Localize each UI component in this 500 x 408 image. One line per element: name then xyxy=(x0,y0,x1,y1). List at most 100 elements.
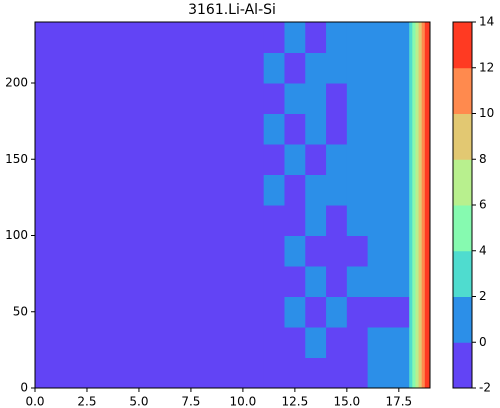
contour-cell xyxy=(415,52,420,84)
contour-cell xyxy=(284,83,306,114)
y-tick-label: 200 xyxy=(5,76,28,90)
contour-cell xyxy=(305,205,327,236)
contour-cell xyxy=(418,144,423,175)
contour-cell xyxy=(35,205,265,236)
contour-cell xyxy=(424,174,429,206)
contour-cell xyxy=(305,22,327,53)
contour-cell xyxy=(427,52,431,84)
contour-cell xyxy=(415,357,420,389)
contour-cell xyxy=(409,266,413,297)
contour-cell xyxy=(35,327,265,358)
contour-cell xyxy=(284,174,306,206)
contour-cell xyxy=(284,205,306,236)
contour-cell xyxy=(346,296,369,328)
contour-cell xyxy=(367,357,410,389)
contour-cell xyxy=(427,144,431,175)
contour-cell xyxy=(346,52,369,84)
contour-cell xyxy=(424,296,429,328)
y-tick-label: 100 xyxy=(5,228,28,242)
contour-cell xyxy=(427,174,431,206)
colorbar-band xyxy=(453,296,472,343)
contour-cell xyxy=(284,266,306,297)
x-tick-label: 12.5 xyxy=(282,395,309,408)
contour-cell xyxy=(263,113,285,145)
contour-cell xyxy=(412,205,416,236)
x-tick-label: 7.5 xyxy=(181,395,200,408)
contour-cell xyxy=(427,235,431,267)
contour-cell xyxy=(427,113,431,145)
contour-cell xyxy=(424,22,429,53)
contour-cell xyxy=(418,296,423,328)
contour-cell xyxy=(326,144,348,175)
plot-frame xyxy=(34,21,431,389)
contour-cell xyxy=(418,113,423,145)
contour-cell xyxy=(412,357,416,389)
contour-cell xyxy=(284,22,306,53)
contour-cell xyxy=(415,327,420,358)
contour-cell xyxy=(427,266,431,297)
contour-cell xyxy=(418,22,423,53)
contour-cell xyxy=(409,327,413,358)
contour-cell xyxy=(412,266,416,297)
contour-cell xyxy=(346,327,369,358)
contour-cell xyxy=(412,52,416,84)
contour-cell xyxy=(409,83,413,114)
contour-cell xyxy=(424,266,429,297)
contour-cell xyxy=(427,296,431,328)
contour-cell xyxy=(409,296,413,328)
contour-cell xyxy=(427,357,431,389)
contour-cell xyxy=(415,235,420,267)
contour-cell xyxy=(421,327,426,358)
contour-cell xyxy=(415,266,420,297)
contour-cell xyxy=(421,235,426,267)
contour-cell xyxy=(418,83,423,114)
contour-cell xyxy=(424,205,429,236)
contour-cell xyxy=(412,22,416,53)
contour-cell xyxy=(284,357,306,389)
contour-cell xyxy=(326,235,348,267)
contour-cell xyxy=(421,205,426,236)
contour-cell xyxy=(263,296,285,328)
contour-cell xyxy=(305,83,327,114)
contour-cell xyxy=(421,296,426,328)
contour-cell xyxy=(367,205,410,236)
contour-cell xyxy=(263,357,285,389)
contour-cell xyxy=(427,205,431,236)
colorbar-tick-label: 10 xyxy=(479,106,494,120)
contour-cell xyxy=(367,174,410,206)
contour-cell xyxy=(284,327,306,358)
colorbar-tick-label: 12 xyxy=(479,60,494,74)
contour-cell xyxy=(326,357,348,389)
contour-cell xyxy=(424,327,429,358)
contour-cell xyxy=(367,235,410,267)
contour-cell xyxy=(418,235,423,267)
contour-cell xyxy=(305,174,327,206)
contour-cell xyxy=(415,205,420,236)
contour-cell xyxy=(263,235,285,267)
contour-cell xyxy=(35,144,265,175)
contour-cell xyxy=(424,113,429,145)
colorbar-tick-label: 2 xyxy=(479,289,487,303)
contour-cell xyxy=(412,83,416,114)
contour-cell xyxy=(412,327,416,358)
colorbar-band xyxy=(453,205,472,252)
x-tick-label: 5.0 xyxy=(129,395,148,408)
contour-cell xyxy=(346,144,369,175)
contour-cell xyxy=(326,52,348,84)
contour-cell xyxy=(326,83,348,114)
contour-cell xyxy=(418,52,423,84)
colorbar-tick-label: 4 xyxy=(479,243,487,257)
x-tick-label: 17.5 xyxy=(385,395,412,408)
contour-cell xyxy=(424,144,429,175)
contour-cell xyxy=(35,296,265,328)
contour-cell xyxy=(305,52,327,84)
contour-cell xyxy=(412,296,416,328)
contour-cell xyxy=(346,174,369,206)
contour-cell xyxy=(305,357,327,389)
contour-cell xyxy=(409,113,413,145)
contour-cell xyxy=(326,296,348,328)
contour-cell xyxy=(409,235,413,267)
contour-cell xyxy=(418,327,423,358)
contour-cell xyxy=(409,357,413,389)
